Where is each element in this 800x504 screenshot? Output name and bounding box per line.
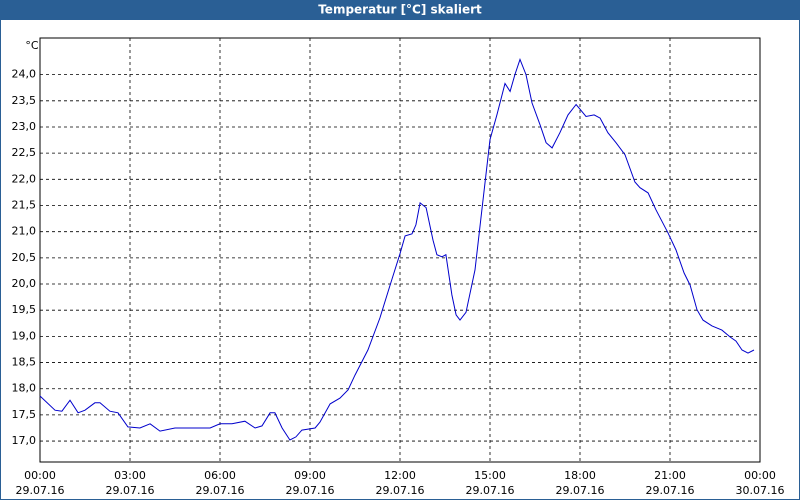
x-tick-label: 00:00 <box>24 469 56 482</box>
chart-title: Temperatur [°C] skaliert <box>318 3 482 17</box>
y-tick-label: 23,5 <box>12 94 37 107</box>
x-tick-label: 06:00 <box>204 469 236 482</box>
y-tick-label: 20,0 <box>12 277 37 290</box>
x-tick-label: 15:00 <box>474 469 506 482</box>
y-tick-label: 20,5 <box>12 251 37 264</box>
x-tick-date: 30.07.16 <box>736 484 785 497</box>
x-tick-label: 21:00 <box>654 469 686 482</box>
y-tick-label: 21,0 <box>12 225 37 238</box>
x-tick-label: 12:00 <box>384 469 416 482</box>
x-tick-label: 03:00 <box>114 469 146 482</box>
x-tick-label: 18:00 <box>564 469 596 482</box>
y-axis-label: °C <box>25 39 39 52</box>
y-tick-label: 23,0 <box>12 120 37 133</box>
x-tick-date: 29.07.16 <box>646 484 695 497</box>
title-bar <box>0 0 800 20</box>
y-tick-label: 17,5 <box>12 408 37 421</box>
y-tick-label: 22,5 <box>12 146 37 159</box>
x-tick-date: 29.07.16 <box>466 484 515 497</box>
y-tick-label: 22,0 <box>12 172 37 185</box>
y-tick-label: 18,5 <box>12 356 37 369</box>
y-tick-label: 21,5 <box>12 199 37 212</box>
y-tick-label: 19,0 <box>12 329 37 342</box>
y-tick-label: 17,0 <box>12 434 37 447</box>
x-tick-date: 29.07.16 <box>16 484 65 497</box>
y-tick-label: 18,0 <box>12 382 37 395</box>
x-tick-date: 29.07.16 <box>106 484 155 497</box>
x-tick-date: 29.07.16 <box>556 484 605 497</box>
x-tick-label: 09:00 <box>294 469 326 482</box>
y-tick-label: 19,5 <box>12 303 37 316</box>
x-tick-date: 29.07.16 <box>286 484 335 497</box>
line-series <box>39 58 755 441</box>
x-tick-label: 00:00 <box>744 469 776 482</box>
y-tick-label: 24,0 <box>12 68 37 81</box>
x-tick-date: 29.07.16 <box>376 484 425 497</box>
x-tick-date: 29.07.16 <box>196 484 245 497</box>
